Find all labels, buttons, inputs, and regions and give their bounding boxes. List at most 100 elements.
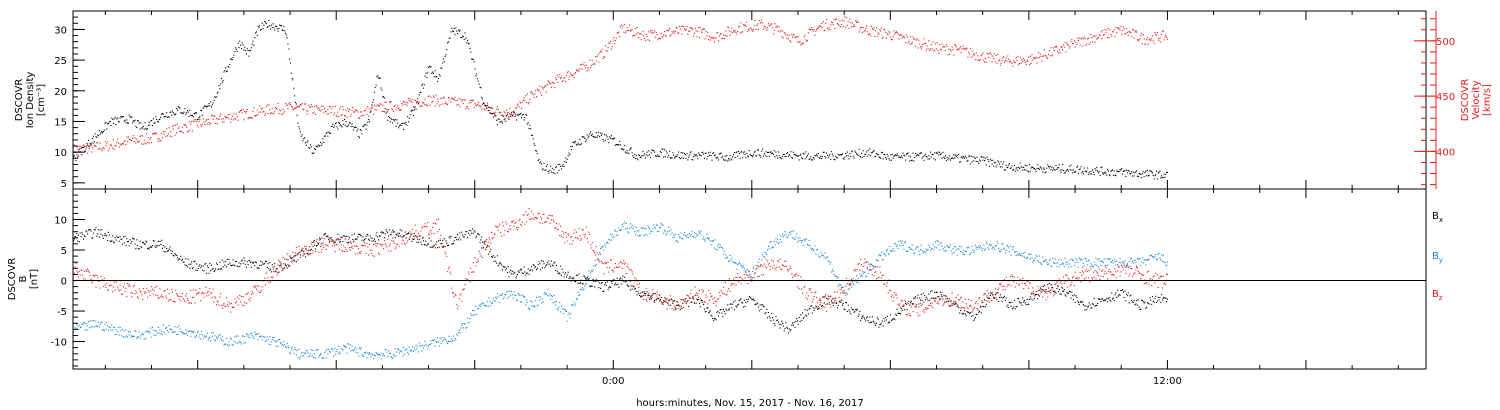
data-point [351, 345, 353, 347]
data-point [303, 108, 305, 110]
data-point [893, 155, 895, 157]
data-point [873, 321, 875, 323]
data-point [433, 244, 435, 246]
data-point [851, 22, 853, 24]
data-point [142, 241, 144, 243]
data-point [590, 270, 592, 272]
data-point [271, 27, 273, 29]
data-point [677, 32, 679, 34]
data-point [291, 257, 293, 259]
data-point [635, 155, 637, 157]
data-point [382, 104, 384, 106]
data-point [398, 127, 400, 129]
data-point [152, 133, 154, 135]
data-point [422, 83, 424, 85]
data-point [624, 23, 626, 25]
data-point [516, 275, 518, 277]
data-point [479, 106, 481, 108]
data-point [597, 135, 599, 137]
data-point [321, 237, 323, 239]
data-point [208, 103, 210, 105]
data-point [1024, 164, 1026, 166]
data-point [560, 305, 562, 307]
data-point [330, 112, 332, 114]
data-point [811, 249, 813, 251]
data-point [591, 271, 593, 273]
data-point [839, 300, 841, 302]
data-point [610, 239, 612, 241]
data-point [1109, 175, 1111, 177]
data-point [875, 259, 877, 261]
data-point [709, 39, 711, 41]
data-point [313, 112, 315, 114]
data-point [383, 237, 385, 239]
data-point [934, 49, 936, 51]
data-point [442, 246, 444, 248]
data-point [700, 155, 702, 157]
data-point [349, 241, 351, 243]
data-point [995, 54, 997, 56]
data-point [935, 48, 937, 50]
data-point [168, 248, 170, 250]
data-point [488, 297, 490, 299]
data-point [519, 270, 521, 272]
data-point [1068, 47, 1070, 49]
data-point [989, 52, 991, 54]
data-point [575, 140, 577, 142]
data-point [1041, 290, 1043, 292]
data-point [823, 302, 825, 304]
data-point [317, 145, 319, 147]
data-point [461, 37, 463, 39]
data-point [300, 352, 302, 354]
data-point [510, 269, 512, 271]
data-point [93, 141, 95, 143]
data-point [255, 114, 257, 116]
data-point [105, 234, 107, 236]
data-point [980, 156, 982, 158]
data-point [358, 355, 360, 357]
data-point [497, 265, 499, 267]
data-point [87, 233, 89, 235]
data-point [481, 96, 483, 98]
data-point [1016, 167, 1018, 169]
data-point [106, 235, 108, 237]
data-point [453, 99, 455, 101]
data-point [931, 48, 933, 50]
data-point [630, 226, 632, 228]
data-point [270, 271, 272, 273]
data-point [610, 233, 612, 235]
data-point [1013, 165, 1015, 167]
data-point [526, 272, 528, 274]
data-point [532, 138, 534, 140]
data-point [569, 76, 571, 78]
data-point [195, 336, 197, 338]
data-point [404, 123, 406, 125]
data-point [343, 109, 345, 111]
data-point [473, 107, 475, 109]
data-point [543, 293, 545, 295]
data-point [347, 125, 349, 127]
data-point [859, 29, 861, 31]
data-point [537, 264, 539, 266]
data-point [171, 114, 173, 116]
data-point [1150, 299, 1152, 301]
data-point [187, 258, 189, 260]
data-point [555, 264, 557, 266]
data-point [953, 301, 955, 303]
data-point [635, 290, 637, 292]
data-point [1038, 52, 1040, 54]
data-point [324, 352, 326, 354]
data-point [408, 353, 410, 355]
data-point [867, 149, 869, 151]
data-point [199, 264, 201, 266]
data-point [466, 231, 468, 233]
data-point [1060, 46, 1062, 48]
data-point [408, 238, 410, 240]
data-point [161, 330, 163, 332]
data-point [112, 139, 114, 141]
data-point [526, 123, 528, 125]
data-point [692, 235, 694, 237]
data-point [338, 345, 340, 347]
data-point [725, 159, 727, 161]
data-point [641, 33, 643, 35]
